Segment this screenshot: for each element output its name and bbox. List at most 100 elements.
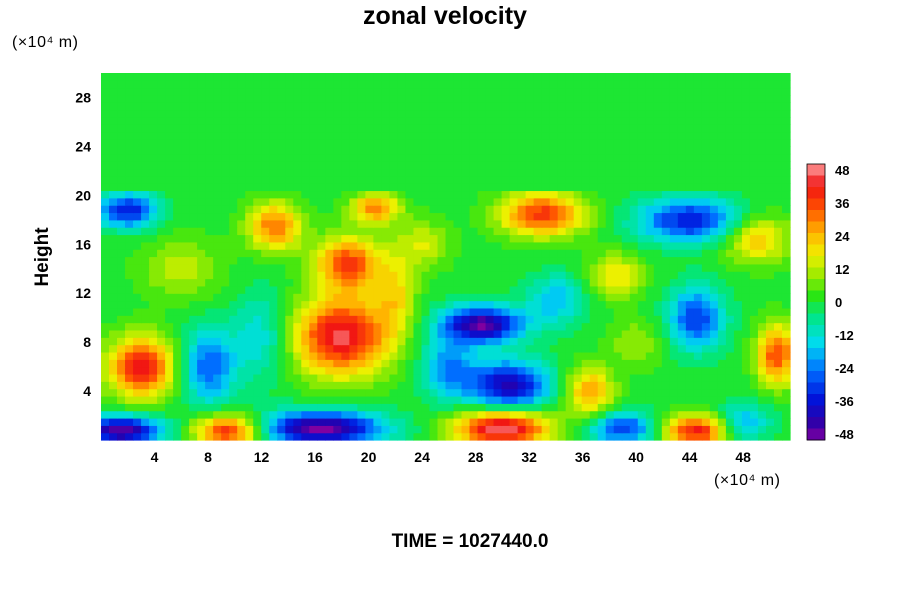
heatmap-cell	[277, 153, 286, 162]
heatmap-cell	[661, 278, 671, 287]
heatmap-cell	[197, 425, 206, 434]
heatmap-cell	[309, 381, 318, 390]
heatmap-cell	[581, 241, 591, 250]
heatmap-cell	[445, 337, 455, 346]
heatmap-cell	[717, 131, 727, 140]
colorbar-band	[807, 371, 825, 383]
colorbar-band	[807, 244, 825, 257]
heatmap-cell	[197, 256, 206, 265]
heatmap-cell	[205, 293, 214, 302]
heatmap-cell	[277, 263, 286, 272]
heatmap-cell	[605, 263, 615, 272]
heatmap-cell	[677, 263, 687, 272]
heatmap-cell	[389, 285, 399, 294]
heatmap-cell	[429, 293, 439, 302]
heatmap-cell	[445, 183, 455, 192]
heatmap-cell	[309, 285, 318, 294]
heatmap-cell	[125, 168, 134, 177]
heatmap-cell	[157, 175, 166, 184]
heatmap-cell	[541, 293, 551, 302]
heatmap-cell	[437, 425, 447, 434]
heatmap-cell	[309, 219, 318, 228]
heatmap-cell	[389, 183, 399, 192]
heatmap-cell	[437, 359, 447, 368]
heatmap-cell	[701, 87, 711, 96]
heatmap-cell	[733, 337, 743, 346]
heatmap-cell	[557, 315, 567, 324]
heatmap-cell	[429, 241, 439, 250]
heatmap-cell	[661, 219, 671, 228]
heatmap-cell	[677, 410, 687, 419]
heatmap-cell	[477, 300, 487, 309]
heatmap-cell	[501, 234, 511, 243]
heatmap-cell	[701, 124, 711, 133]
heatmap-cell	[325, 219, 334, 228]
heatmap-cell	[445, 102, 455, 111]
heatmap-cell	[501, 73, 511, 81]
heatmap-cell	[453, 87, 463, 96]
heatmap-cell	[733, 432, 743, 441]
heatmap-cell	[525, 183, 535, 192]
heatmap-cell	[301, 403, 310, 412]
heatmap-cell	[557, 249, 567, 258]
heatmap-cell	[261, 388, 270, 397]
heatmap-cell	[541, 161, 551, 170]
heatmap-cell	[597, 410, 607, 419]
y-axis-label: Height	[32, 227, 53, 287]
heatmap-cell	[749, 249, 759, 258]
heatmap-cell	[109, 183, 118, 192]
heatmap-cell	[773, 227, 783, 236]
heatmap-cell	[485, 285, 495, 294]
heatmap-cell	[701, 381, 711, 390]
heatmap-cell	[325, 205, 334, 214]
heatmap-cell	[341, 307, 350, 316]
heatmap-cell	[493, 410, 503, 419]
heatmap-cell	[221, 183, 230, 192]
heatmap-cell	[229, 73, 238, 81]
heatmap-cell	[237, 307, 246, 316]
heatmap-cell	[693, 183, 703, 192]
heatmap-cell	[405, 359, 415, 368]
heatmap-cell	[517, 263, 527, 272]
heatmap-cell	[477, 190, 487, 199]
heatmap-cell	[533, 219, 543, 228]
heatmap-cell	[525, 359, 535, 368]
heatmap-cell	[493, 197, 503, 206]
heatmap-cell	[677, 329, 687, 338]
heatmap-cell	[645, 322, 655, 331]
heatmap-cell	[597, 351, 607, 360]
heatmap-cell	[509, 425, 519, 434]
heatmap-cell	[621, 87, 631, 96]
heatmap-cell	[669, 417, 679, 426]
heatmap-cell	[749, 124, 759, 133]
heatmap-cell	[589, 102, 599, 111]
heatmap-cell	[613, 190, 623, 199]
heatmap-cell	[357, 117, 366, 125]
heatmap-cell	[421, 117, 431, 125]
heatmap-cell	[741, 227, 751, 236]
heatmap-cell	[749, 366, 759, 375]
heatmap-cell	[133, 197, 142, 206]
heatmap-cell	[781, 197, 791, 206]
heatmap-cell	[349, 80, 358, 89]
heatmap-cell	[709, 205, 719, 214]
heatmap-cell	[485, 417, 495, 426]
heatmap-cell	[109, 359, 118, 368]
heatmap-cell	[413, 322, 423, 331]
heatmap-cell	[277, 73, 286, 81]
heatmap-cell	[333, 256, 342, 265]
heatmap-cell	[157, 263, 166, 272]
heatmap-cell	[517, 117, 527, 125]
heatmap-cell	[261, 256, 270, 265]
heatmap-cell	[293, 322, 302, 331]
heatmap-cell	[613, 388, 623, 397]
heatmap-cell	[117, 153, 126, 162]
heatmap-cell	[189, 109, 198, 118]
heatmap-cell	[565, 425, 575, 434]
heatmap-cell	[709, 124, 719, 133]
heatmap-cell	[165, 227, 174, 236]
heatmap-cell	[269, 329, 278, 338]
heatmap-cell	[245, 139, 254, 147]
heatmap-cell	[541, 205, 551, 214]
heatmap-cell	[373, 197, 383, 206]
